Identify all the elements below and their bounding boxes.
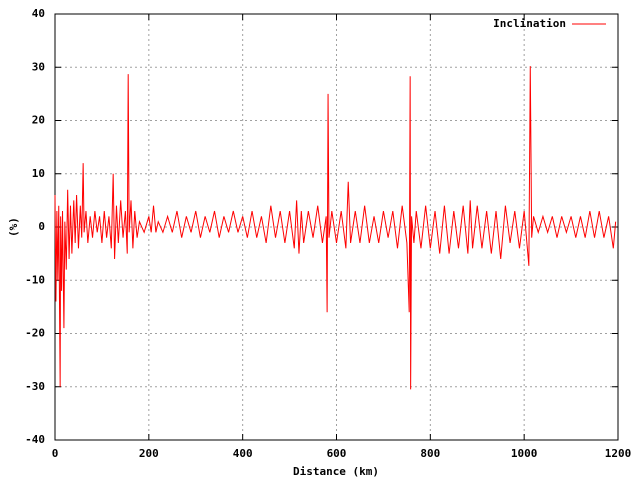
x-tick-label: 1000 bbox=[511, 447, 538, 460]
y-tick-label: -20 bbox=[25, 327, 45, 340]
x-tick-label: 200 bbox=[139, 447, 159, 460]
x-tick-label: 600 bbox=[327, 447, 347, 460]
x-tick-label: 0 bbox=[52, 447, 59, 460]
y-tick-label: 20 bbox=[32, 114, 45, 127]
y-tick-label: -40 bbox=[25, 433, 45, 446]
x-tick-label: 1200 bbox=[605, 447, 632, 460]
y-tick-label: 30 bbox=[32, 60, 45, 73]
data-line bbox=[54, 66, 617, 390]
y-tick-label: -10 bbox=[25, 273, 45, 286]
x-tick-label: 800 bbox=[420, 447, 440, 460]
y-tick-label: -30 bbox=[25, 380, 45, 393]
y-tick-label: 10 bbox=[32, 167, 45, 180]
y-tick-label: 40 bbox=[32, 7, 45, 20]
x-tick-label: 400 bbox=[233, 447, 253, 460]
y-tick-label: 0 bbox=[38, 220, 45, 233]
x-axis-label: Distance (km) bbox=[293, 465, 379, 478]
y-axis-label: (%) bbox=[7, 217, 20, 237]
legend-label: Inclination bbox=[493, 17, 566, 30]
